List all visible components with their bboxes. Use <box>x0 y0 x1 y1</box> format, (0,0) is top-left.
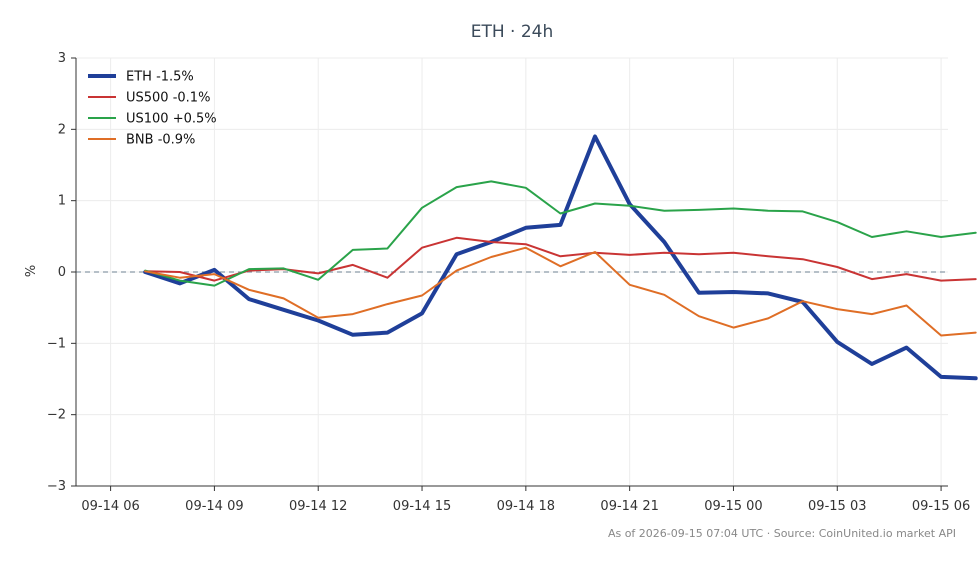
y-tick-label: 2 <box>58 122 66 137</box>
series-line-1 <box>144 236 977 282</box>
x-tick-label: 09-14 06 <box>81 499 139 514</box>
series-lines <box>143 134 978 381</box>
series-line-2 <box>144 180 977 287</box>
x-tick-label: 09-14 09 <box>185 499 243 514</box>
series-line-0 <box>143 134 978 381</box>
x-tick-label: 09-14 21 <box>600 499 658 514</box>
x-tick-label: 09-15 03 <box>808 499 866 514</box>
y-tick-label: 1 <box>58 194 66 209</box>
chart-title: ETH · 24h <box>471 22 554 42</box>
series-line-3 <box>144 246 977 337</box>
axes: −3 −2 −1 0 1 2 3 09-14 06 09-14 09 09-14 12 09-14 … <box>47 51 970 514</box>
legend-entry: ETH -1.5% <box>126 70 194 85</box>
y-tick-label: −1 <box>47 336 66 351</box>
x-tick-label: 09-15 00 <box>704 499 762 514</box>
source-note: As of 2026-09-15 07:04 UTC · Source: Coi… <box>608 527 956 540</box>
x-tick-label: 09-14 12 <box>289 499 347 514</box>
legend: ETH -1.5% US500 -0.1% US100 +0.5% BNB -0.9% <box>88 70 217 148</box>
y-axis-label: % <box>24 265 39 277</box>
legend-entry: US500 -0.1% <box>126 91 210 106</box>
x-tick-label: 09-14 18 <box>497 499 555 514</box>
legend-entry: BNB -0.9% <box>126 133 195 148</box>
y-tick-label: 3 <box>58 51 66 66</box>
y-tick-label: 0 <box>58 265 66 280</box>
y-tick-label: −3 <box>47 479 66 494</box>
y-tick-label: −2 <box>47 408 66 423</box>
x-tick-label: 09-14 15 <box>393 499 451 514</box>
x-tick-label: 09-15 06 <box>912 499 970 514</box>
legend-entry: US100 +0.5% <box>126 112 217 127</box>
